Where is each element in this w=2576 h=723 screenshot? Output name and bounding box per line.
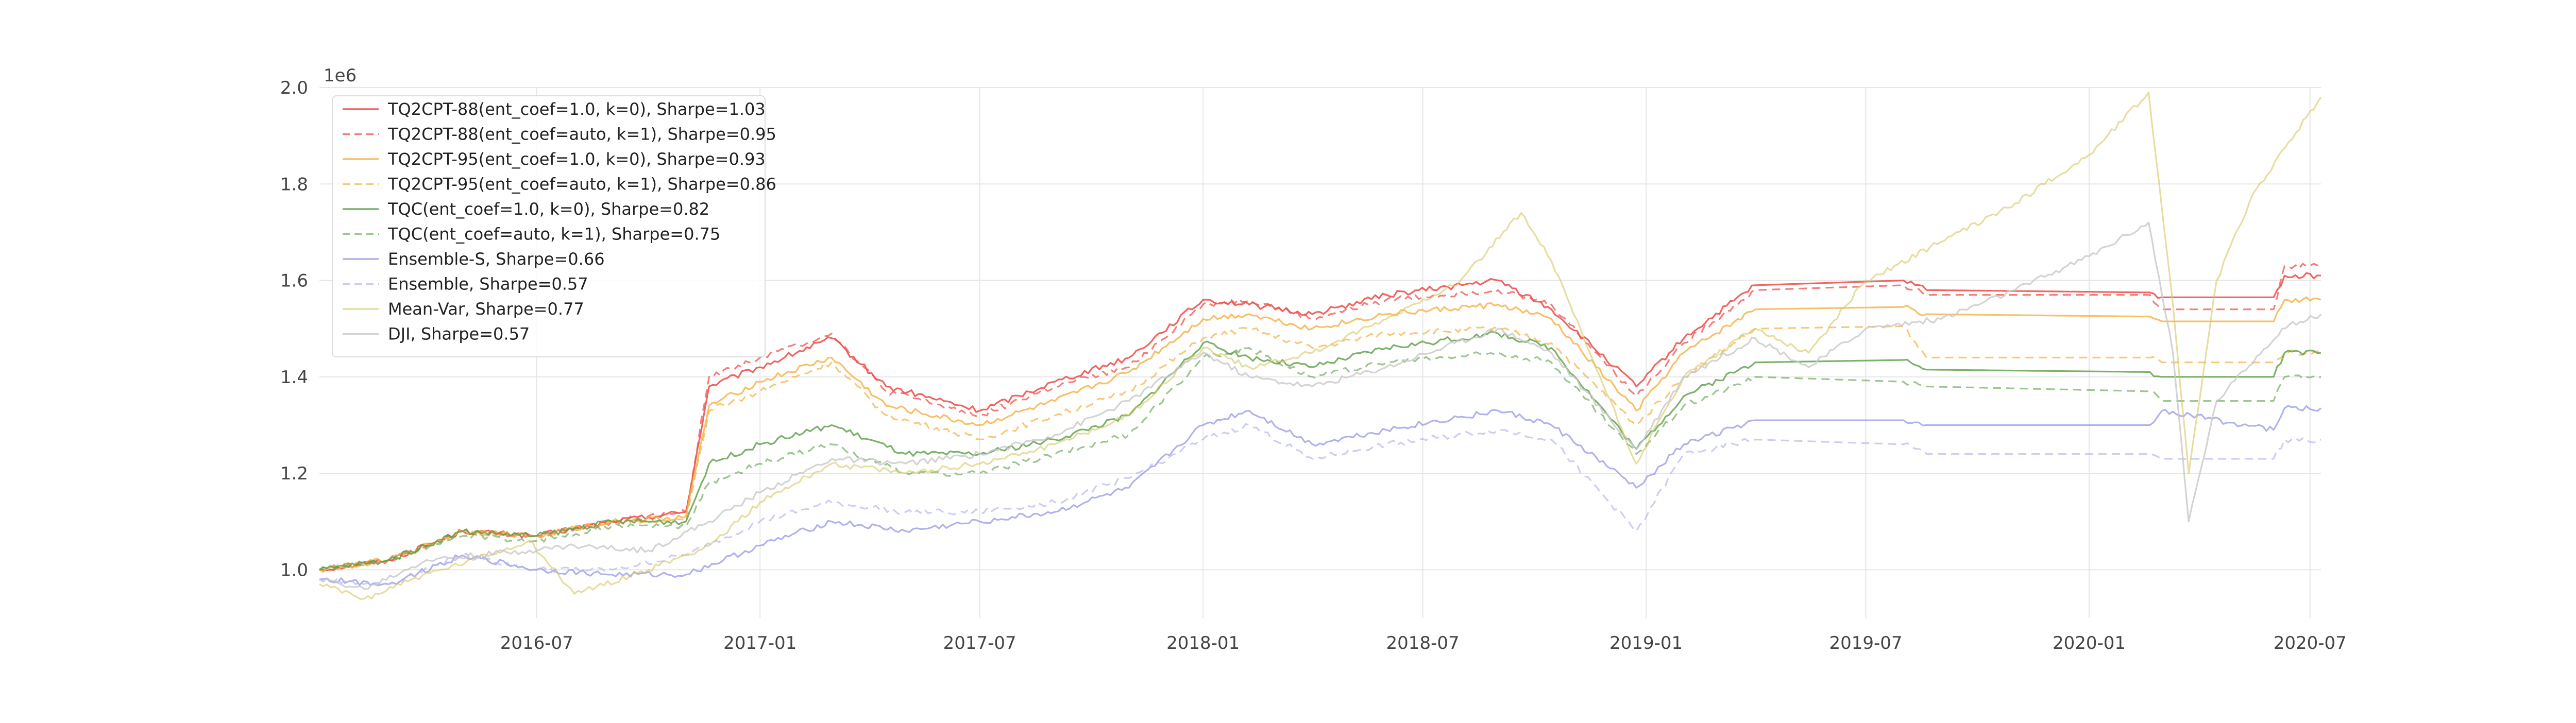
legend-label: DJI, Sharpe=0.57 [388,324,530,344]
series-line [319,221,2322,590]
x-tick-label: 2019-01 [1609,633,1683,653]
y-tick-label: 1.4 [280,367,308,388]
series-line [319,91,2322,600]
series-line [319,296,2321,572]
x-tick-label: 2017-07 [943,633,1016,653]
legend-label: Ensemble-S, Sharpe=0.66 [388,249,605,269]
series-lines [319,91,2322,600]
x-axis-ticks: 2016-07 2017-01 2017-07 2018-01 2018-07 2019-… [500,633,2347,653]
y-tick-label: 1.6 [280,271,308,291]
legend-label: Mean-Var, Sharpe=0.77 [388,299,584,319]
legend-box [332,95,766,357]
x-tick-label: 2020-01 [2053,633,2126,653]
legend-label: Ensemble, Sharpe=0.57 [388,274,588,294]
x-tick-label: 2018-01 [1166,633,1240,653]
x-tick-label: 2019-07 [1829,633,1902,653]
legend-label: TQC(ent_coef=auto, k=1), Sharpe=0.75 [387,225,720,244]
y-tick-label: 1.2 [280,463,308,484]
series-line [319,272,2321,572]
series-line [319,405,2321,587]
series-line [319,263,2321,572]
legend-label: TQ2CPT-88(ent_coef=1.0, k=0), Sharpe=1.0… [387,99,766,119]
x-tick-label: 2016-07 [500,633,573,653]
x-tick-label: 2017-01 [723,633,796,653]
legend-label: TQ2CPT-95(ent_coef=auto, k=1), Sharpe=0.… [387,175,776,194]
x-tick-label: 2018-07 [1386,633,1460,653]
legend-label: TQC(ent_coef=1.0, k=0), Sharpe=0.82 [387,199,709,219]
y-tick-label: 1.8 [280,174,308,195]
series-line [319,346,2321,572]
y-tick-label: 2.0 [280,78,308,98]
x-tick-label: 2020-07 [2274,633,2347,653]
series-line [319,331,2321,571]
series-line [319,423,2321,586]
grid-lines [319,87,2321,618]
y-tick-label: 1.0 [280,560,308,580]
y-axis-offset-label: 1e6 [324,65,357,86]
legend-label: TQ2CPT-88(ent_coef=auto, k=1), Sharpe=0.… [387,125,776,144]
legend: TQ2CPT-88(ent_coef=1.0, k=0), Sharpe=1.0… [332,95,776,357]
y-axis-ticks: 1.0 1.2 1.4 1.6 1.8 2.0 [280,78,308,580]
legend-label: TQ2CPT-95(ent_coef=1.0, k=0), Sharpe=0.9… [387,149,766,169]
